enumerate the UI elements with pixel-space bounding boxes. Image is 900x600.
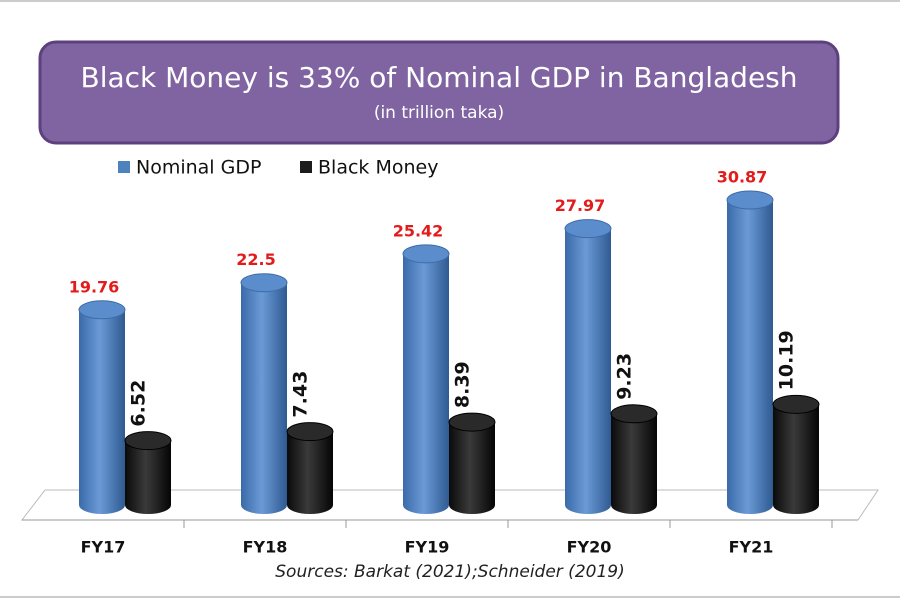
bar-body [79, 309, 125, 505]
title-box [38, 40, 840, 145]
legend-swatch [300, 161, 312, 173]
bar [124, 431, 172, 514]
bar-body [287, 431, 333, 505]
bar-top [240, 273, 288, 293]
legend-label: Black Money [318, 157, 438, 179]
value-label: 30.87 [717, 168, 768, 187]
bar-top [564, 219, 612, 239]
x-tick-label: FY20 [567, 538, 612, 557]
x-tick-label: FY21 [729, 538, 774, 557]
source-note: Sources: Barkat (2021);Schneider (2019) [275, 562, 624, 582]
bar-body [403, 253, 449, 505]
bar [726, 190, 774, 514]
value-label: 25.42 [393, 221, 444, 240]
value-label: 8.39 [452, 361, 474, 408]
bar-top [78, 300, 126, 320]
value-label: 27.97 [555, 196, 606, 215]
bar [240, 273, 288, 514]
bar-body [611, 413, 657, 505]
legend-label: Nominal GDP [136, 157, 261, 179]
bar [448, 412, 496, 514]
bar-top [610, 404, 658, 424]
bar-body [241, 282, 287, 505]
bar [78, 300, 126, 514]
bar [402, 244, 450, 514]
value-label: 6.52 [128, 380, 150, 427]
bar-body [125, 440, 171, 505]
bar-body [449, 422, 495, 505]
bar-top [726, 190, 774, 210]
bar-top [772, 394, 820, 414]
value-label: 19.76 [69, 277, 120, 296]
bar [564, 219, 612, 514]
bar-top [402, 244, 450, 264]
bar-top [448, 412, 496, 432]
bar [286, 422, 334, 514]
bar [772, 394, 820, 514]
value-label: 22.5 [236, 250, 275, 269]
chart-subtitle: (in trillion taka) [374, 103, 504, 123]
bar-body [727, 200, 773, 505]
x-tick-label: FY17 [81, 538, 126, 557]
value-label: 9.23 [614, 353, 636, 400]
bar-body [565, 228, 611, 505]
bar [610, 404, 658, 514]
bar-body [773, 404, 819, 505]
bar-top [286, 422, 334, 442]
value-label: 7.43 [290, 371, 312, 418]
legend-swatch [118, 161, 130, 173]
chart-title: Black Money is 33% of Nominal GDP in Ban… [80, 61, 797, 94]
value-label: 10.19 [776, 330, 798, 390]
bar-top [124, 431, 172, 451]
x-tick-label: FY18 [243, 538, 288, 557]
x-tick-label: FY19 [405, 538, 450, 557]
